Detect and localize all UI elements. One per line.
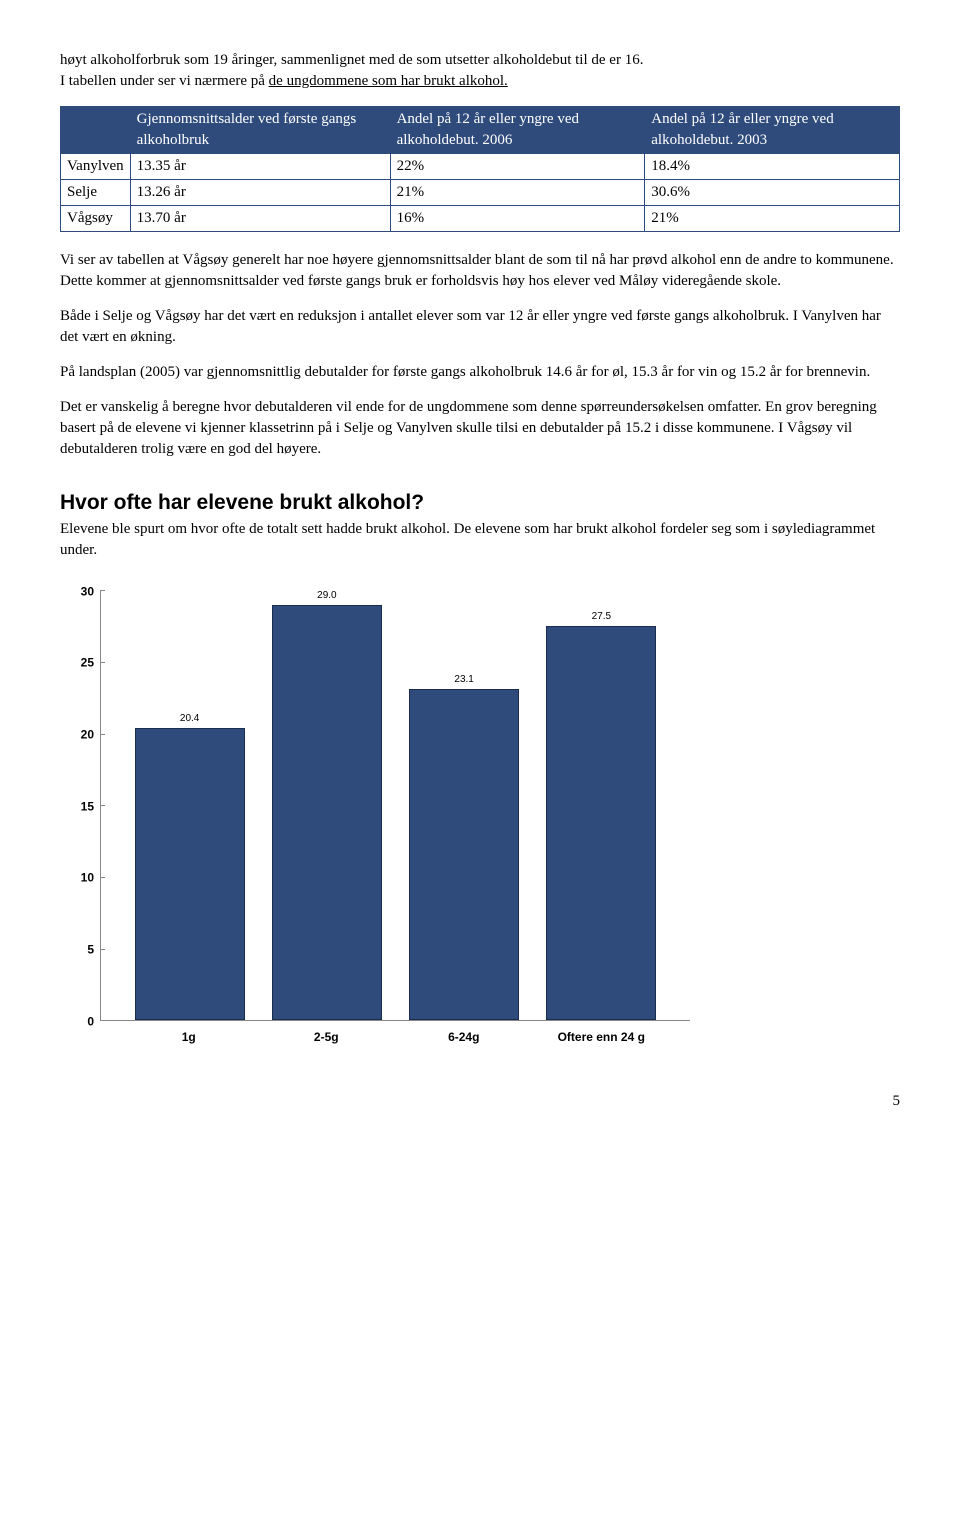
bar: 27.5 [546, 610, 656, 1020]
y-axis-tick-label: 10 [60, 870, 94, 887]
table-cell: 30.6% [645, 180, 900, 206]
section-heading: Hvor ofte har elevene brukt alkohol? [60, 488, 900, 517]
table-cell: 21% [390, 180, 645, 206]
table-row: Vågsøy13.70 år16%21% [61, 206, 900, 232]
bar-value-label: 27.5 [592, 610, 611, 624]
x-axis-label: 2-5g [271, 1023, 381, 1051]
section-lead: Elevene ble spurt om hvor ofte de totalt… [60, 519, 900, 561]
bar: 23.1 [409, 673, 519, 1020]
y-axis-tick-label: 5 [60, 941, 94, 958]
table-cell: 18.4% [645, 154, 900, 180]
intro-text-1b-pre: I tabellen under ser vi nærmere på [60, 73, 269, 89]
table-cell: Vanylven [61, 154, 131, 180]
table-header-c3: Andel på 12 år eller yngre ved alkoholde… [645, 107, 900, 154]
body-p5: Det er vanskelig å beregne hvor debutald… [60, 397, 900, 460]
table-row: Selje13.26 år21%30.6% [61, 180, 900, 206]
table-cell: 13.70 år [130, 206, 390, 232]
bar: 20.4 [135, 712, 245, 1020]
y-axis-tick-label: 30 [60, 583, 94, 600]
y-axis-tick-label: 0 [60, 1013, 94, 1030]
y-axis-tick-label: 15 [60, 798, 94, 815]
bar-rect [546, 626, 656, 1020]
x-axis-label: 1g [134, 1023, 244, 1051]
table-cell: Vågsøy [61, 206, 131, 232]
table-header-c2: Andel på 12 år eller yngre ved alkoholde… [390, 107, 645, 154]
table-row: Vanylven13.35 år22%18.4% [61, 154, 900, 180]
frequency-bar-chart: 20.4 29.0 23.1 27.5 1g 2-5g 6-24g Oftere enn 2… [60, 581, 900, 1051]
bar-value-label: 20.4 [180, 712, 199, 726]
x-axis-label: Oftere enn 24 g [546, 1023, 656, 1051]
table-cell: 13.35 år [130, 154, 390, 180]
intro-paragraph-1: høyt alkoholforbruk som 19 åringer, samm… [60, 50, 900, 92]
table-header-c0 [61, 107, 131, 154]
table-cell: 16% [390, 206, 645, 232]
alcohol-debut-table: Gjennomsnittsalder ved første gangs alko… [60, 106, 900, 232]
bar: 29.0 [272, 589, 382, 1021]
y-axis-tick-label: 20 [60, 726, 94, 743]
bar-value-label: 23.1 [454, 673, 473, 687]
intro-text-1b-underlined: de ungdommene som har brukt alkohol. [269, 73, 508, 89]
table-cell: Selje [61, 180, 131, 206]
y-axis-tick-label: 25 [60, 655, 94, 672]
body-p2: Vi ser av tabellen at Vågsøy generelt ha… [60, 250, 900, 292]
bar-rect [409, 689, 519, 1020]
body-p4: På landsplan (2005) var gjennomsnittlig … [60, 362, 900, 383]
intro-text-1a: høyt alkoholforbruk som 19 åringer, samm… [60, 52, 643, 68]
bar-rect [135, 728, 245, 1020]
body-p3: Både i Selje og Vågsøy har det vært en r… [60, 306, 900, 348]
bar-rect [272, 605, 382, 1021]
bar-value-label: 29.0 [317, 589, 336, 603]
table-cell: 22% [390, 154, 645, 180]
page-number: 5 [60, 1091, 900, 1112]
table-cell: 21% [645, 206, 900, 232]
table-header-c1: Gjennomsnittsalder ved første gangs alko… [130, 107, 390, 154]
x-axis-label: 6-24g [409, 1023, 519, 1051]
table-cell: 13.26 år [130, 180, 390, 206]
